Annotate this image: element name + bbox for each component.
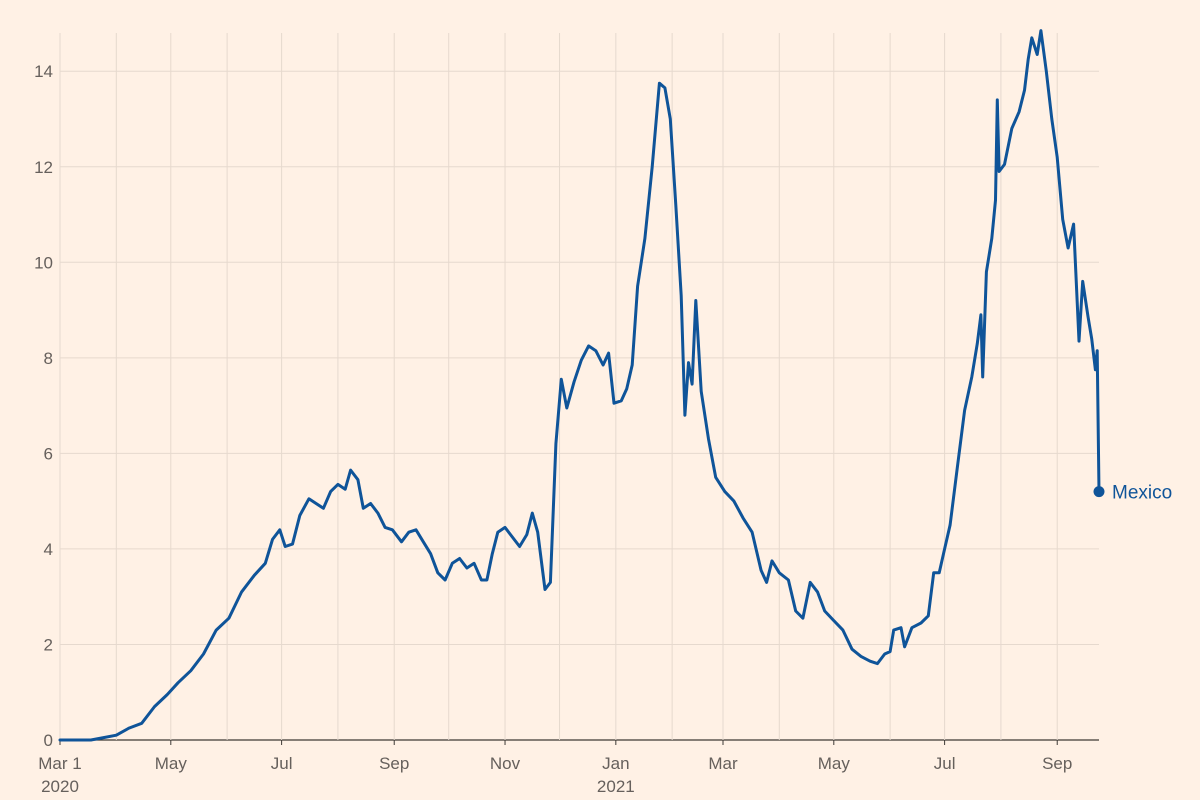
x-tick-year-label: 2020: [41, 777, 79, 796]
y-tick-label: 0: [44, 731, 53, 750]
series-end-label: Mexico: [1112, 483, 1172, 504]
y-tick-label: 2: [44, 635, 53, 654]
x-tick-label: Jul: [271, 754, 293, 773]
x-tick-label: May: [818, 754, 851, 773]
y-tick-label: 6: [44, 444, 53, 463]
y-tick-label: 10: [34, 253, 53, 272]
x-tick-label: Sep: [1042, 754, 1072, 773]
x-tick-label: Mar 1: [38, 754, 81, 773]
x-tick-label: May: [155, 754, 188, 773]
gridlines: [59, 33, 1099, 741]
x-tick-label: Jul: [934, 754, 956, 773]
series-lines: [58, 29, 1101, 742]
series-line-mexico: [58, 29, 1101, 742]
y-tick-label: 12: [34, 158, 53, 177]
tick-labels: 0 2 4 6 8 10 12 14 Mar 1 2020 May Jul Sep Nov Jan 2021 M…: [34, 62, 1072, 796]
x-tick-label: Nov: [490, 754, 521, 773]
x-tick-year-label: 2021: [597, 777, 635, 796]
x-tick-label: Mar: [708, 754, 738, 773]
x-tick-label: Jan: [602, 754, 629, 773]
y-tick-label: 14: [34, 62, 53, 81]
y-tick-label: 8: [44, 349, 53, 368]
series-end-point: [1093, 486, 1105, 498]
x-tick-label: Sep: [379, 754, 409, 773]
series-labels: Mexico: [1093, 483, 1172, 504]
y-tick-label: 4: [44, 540, 53, 559]
